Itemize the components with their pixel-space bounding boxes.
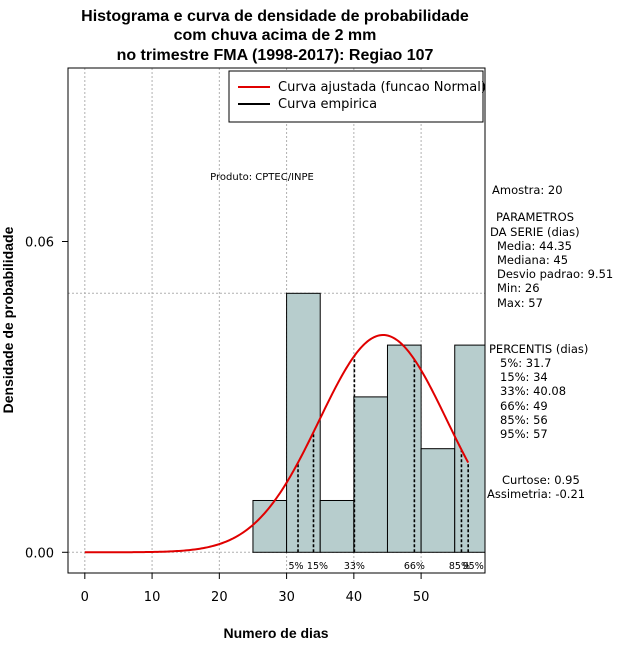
percentile-lines: 5% 15% 33% 66% 85%95% (288, 355, 484, 572)
histogram-bar (319, 499, 355, 553)
legend: Curva ajustada (funcao Normal) Curva emp… (228, 70, 486, 123)
legend-box (228, 70, 484, 123)
params-header-2: DA SERIE (dias) (490, 225, 580, 239)
stat-max: Max: 57 (497, 296, 543, 310)
percentile-label: 95% (463, 561, 484, 572)
x-tick-label: 50 (413, 590, 430, 605)
histogram-bars (252, 292, 486, 553)
histogram-bar (420, 448, 456, 553)
plot-frame (67, 67, 486, 574)
fitted-normal-curve (84, 334, 470, 554)
stat-p66: 66%: 49 (500, 399, 548, 413)
x-tick-label: 0 (81, 590, 89, 605)
params-header-1: PARAMETROS (496, 210, 574, 224)
stat-media: Media: 44.35 (497, 239, 572, 253)
chart-title-line-3: no trimestre FMA (1998-2017): Regiao 107 (117, 47, 434, 64)
stat-p95: 95%: 57 (500, 427, 548, 441)
stat-mediana: Mediana: 45 (497, 253, 568, 267)
y-axis-title: Densidade de probabilidade (0, 226, 16, 413)
stat-p5: 5%: 31.7 (500, 356, 551, 370)
percentile-label: 85% (449, 561, 470, 572)
x-tick-label: 40 (346, 590, 363, 605)
histogram-bar (252, 499, 288, 553)
x-tick-label: 20 (211, 590, 228, 605)
percentile-label: 15% (307, 561, 328, 572)
legend-empirical-label: Curva empirica (278, 97, 377, 112)
x-tick-label: 30 (278, 590, 295, 605)
percentile-label: 33% (344, 561, 365, 572)
stat-p15: 15%: 34 (500, 370, 548, 384)
stat-p85: 85%: 56 (500, 413, 548, 427)
histogram-bar (454, 344, 486, 553)
stat-min: Min: 26 (497, 281, 540, 295)
histogram-bar (386, 344, 422, 553)
y-tick-label: 0.06 (25, 236, 54, 251)
percentile-label: 66% (404, 561, 425, 572)
stat-assimetria: Assimetria: -0.21 (487, 487, 585, 501)
stat-curtose: Curtose: 0.95 (502, 473, 580, 487)
stat-desvio: Desvio padrao: 9.51 (497, 267, 613, 281)
sample-size: Amostra: 20 (492, 183, 563, 197)
fitted-curve (84, 334, 470, 554)
percentile-label: 5% (288, 561, 303, 572)
percentis-header: PERCENTIS (dias) (489, 342, 588, 356)
producer-note: Produto: CPTEC/INPE (210, 172, 314, 183)
axis-ticks: 0 10 20 30 40 50 0.00 0.06 (25, 236, 429, 605)
x-axis-title: Numero de dias (223, 625, 328, 641)
stat-p33: 33%: 40.08 (500, 384, 566, 398)
y-tick-label: 0.00 (25, 546, 54, 561)
chart-title-line-2: com chuva acima de 2 mm (174, 27, 377, 44)
x-tick-label: 10 (144, 590, 161, 605)
chart-title-line-1: Histograma e curva de densidade de proba… (81, 8, 469, 25)
stats-panel: Amostra: 20 PARAMETROS DA SERIE (dias) M… (487, 183, 613, 501)
legend-fitted-label: Curva ajustada (funcao Normal) (278, 80, 486, 95)
histogram-bar (353, 396, 388, 553)
histogram-bar (286, 292, 321, 553)
